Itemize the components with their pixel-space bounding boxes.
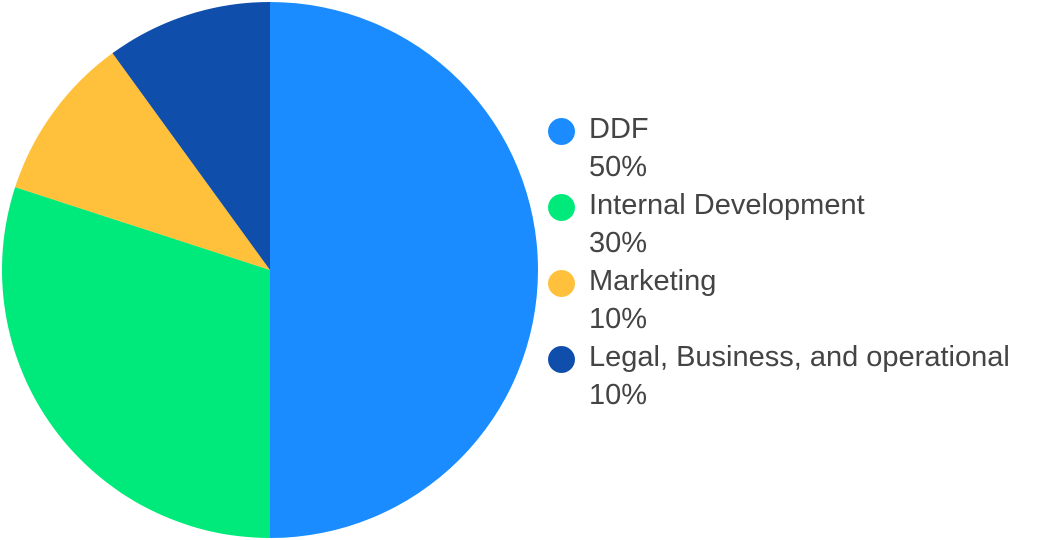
- pie-slice-internal-development: [2, 187, 271, 538]
- legend-swatch-marketing: [548, 270, 575, 297]
- legend-swatch-ddf: [548, 118, 575, 145]
- legend-swatch-legal-business-operational: [548, 346, 575, 373]
- pie-chart-plot: [2, 1, 538, 538]
- pie-slice-ddf: [270, 2, 538, 538]
- legend-value-internal-development: 30%: [589, 227, 648, 259]
- legend-swatch-internal-development: [548, 194, 575, 221]
- legend-label-marketing: Marketing: [589, 265, 717, 297]
- legend-item-internal-development: Internal Development 30%: [548, 186, 1042, 262]
- pie-slice-legal-business-operational: [112, 1, 270, 270]
- legend-item-ddf: DDF 50%: [548, 110, 1042, 186]
- legend-value-legal-business-operational: 10%: [589, 379, 648, 411]
- chart-legend: DDF 50% Internal Development 30% Marketi…: [548, 110, 1042, 414]
- pie-slice-marketing: [15, 53, 271, 271]
- legend-item-legal-business-operational: Legal, Business, and operational 10%: [548, 338, 1042, 414]
- legend-label-legal-business-operational: Legal, Business, and operational: [589, 341, 1010, 373]
- legend-value-ddf: 50%: [589, 151, 648, 183]
- legend-label-ddf: DDF: [589, 113, 649, 145]
- legend-item-marketing: Marketing 10%: [548, 262, 1042, 338]
- legend-value-marketing: 10%: [589, 303, 648, 335]
- legend-label-internal-development: Internal Development: [589, 189, 865, 221]
